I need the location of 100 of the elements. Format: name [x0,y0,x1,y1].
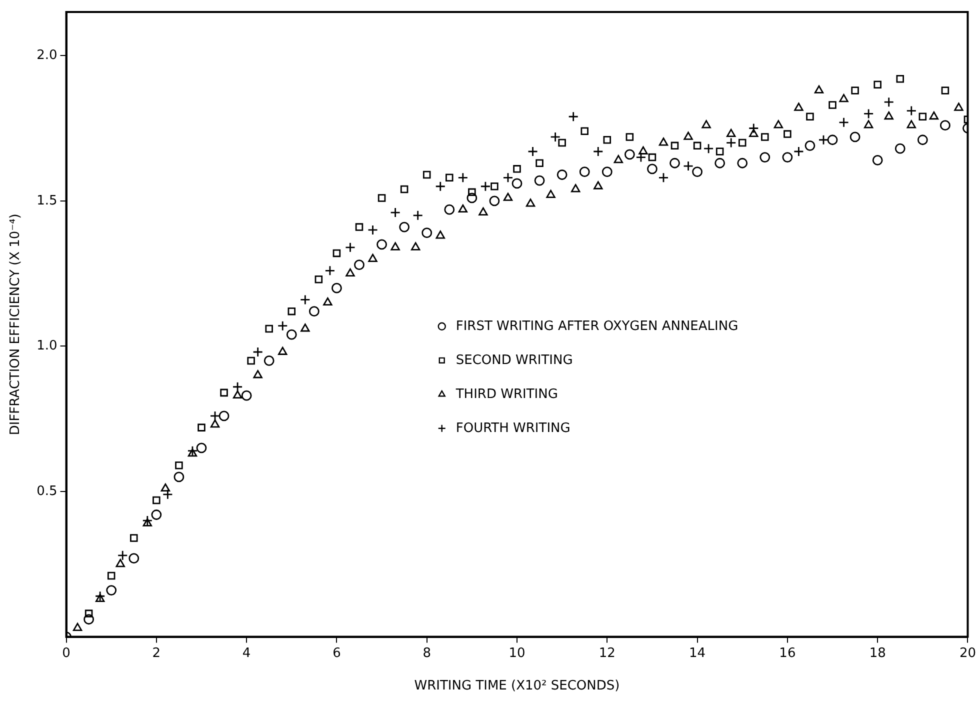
point [84,610,93,618]
point [737,158,748,168]
point [929,111,939,120]
point [198,424,206,432]
point [128,553,140,564]
point [804,140,816,151]
point [884,111,894,120]
point [265,324,273,333]
x-tick-label: 8 [422,646,431,661]
point [614,155,624,164]
point [692,166,702,178]
point [444,204,455,215]
point [534,175,545,186]
point [782,152,793,163]
point [308,306,320,317]
legend-label: SECOND WRITING [456,352,573,368]
point [458,204,468,213]
point [716,148,724,156]
point [175,461,183,470]
point [332,282,342,294]
x-tick-label: 16 [779,646,796,661]
y-tick-label: 2.0 [36,48,58,63]
point [513,165,521,173]
point [160,483,170,492]
point [196,442,207,454]
point [658,138,668,146]
point [107,572,116,580]
point [906,106,917,116]
point [896,74,904,83]
x-tick-label: 20 [959,646,976,661]
legend-label: FOURTH WRITING [456,420,570,436]
point [152,496,160,504]
point [806,112,814,120]
point [648,153,656,162]
point [174,472,184,482]
y-tick-label: 0.5 [36,484,58,499]
x-tick-label: 18 [869,646,886,661]
point [422,170,431,179]
point [670,142,679,150]
point [602,166,612,178]
point [850,132,860,142]
point [851,86,859,94]
point [658,172,669,183]
point [726,128,736,138]
point [749,128,758,138]
point [594,181,603,190]
point [550,132,561,142]
point [355,223,364,231]
point [580,127,588,136]
point [399,222,410,232]
point [106,585,117,596]
point [446,174,454,182]
point [378,194,386,202]
y-tick-label: 1.0 [36,338,58,354]
point [422,228,432,238]
point [210,419,220,428]
point [314,275,323,284]
point [603,136,612,144]
point [368,254,378,262]
point [592,146,604,157]
point [480,181,491,192]
point [72,622,82,632]
point [794,102,804,111]
point [670,158,680,168]
point [278,346,288,355]
point [151,510,162,520]
point [874,80,882,89]
point [117,550,128,561]
point [941,86,950,94]
point [210,410,220,422]
point [490,182,498,190]
x-tick-label: 4 [242,646,251,661]
point [277,320,288,332]
y-tick-label: 1.5 [36,193,58,208]
point [684,132,693,140]
point [220,388,228,397]
x-tick-label: 10 [508,646,526,661]
point [626,133,634,141]
point [839,94,848,102]
point [232,390,242,399]
legend-label: THIRD WRITING [454,386,558,402]
point [142,518,152,526]
point [232,382,243,392]
point [703,143,714,154]
point [288,307,296,316]
point [252,346,264,358]
point [390,242,400,250]
point [571,184,580,192]
point [624,149,635,160]
point [247,356,255,365]
point [376,239,387,250]
point [300,324,310,332]
point [400,185,408,194]
point [917,134,928,146]
point [412,210,424,221]
x-tick-label: 2 [152,646,161,661]
point [828,101,836,109]
legend-label: FIRST WRITING AFTER OXYGEN ANNEALING [456,318,738,334]
point [503,192,513,201]
point [346,268,355,276]
